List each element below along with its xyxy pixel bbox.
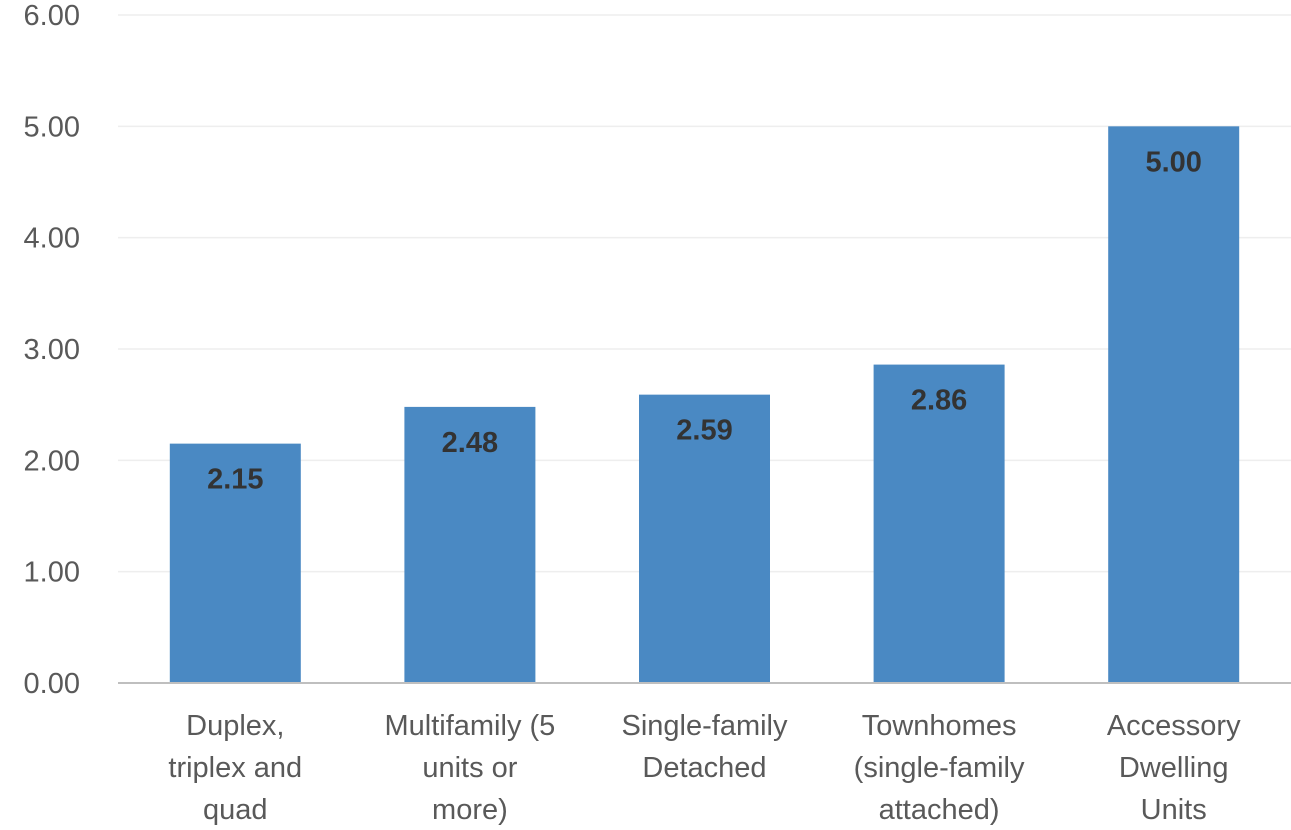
y-tick-label: 4.00 xyxy=(24,223,80,255)
category-label-1-line-3: quad xyxy=(203,794,268,826)
bar-5 xyxy=(1108,126,1240,684)
category-label-4-line-1: Townhomes xyxy=(862,710,1017,742)
bars xyxy=(169,126,1240,684)
category-label-2-line-2: units or xyxy=(422,752,517,784)
category-label-5-line-3: Units xyxy=(1141,794,1207,826)
category-label-2-line-1: Multifamily (5 xyxy=(384,710,555,742)
data-label-4: 2.86 xyxy=(911,385,967,417)
category-label-3-line-2: Detached xyxy=(642,752,766,784)
data-label-2: 2.48 xyxy=(442,427,498,459)
data-label-1: 2.15 xyxy=(207,464,263,496)
y-tick-label: 2.00 xyxy=(24,445,80,477)
category-label-4-line-2: (single-family xyxy=(854,752,1025,784)
x-axis-category-labels: Duplex, triplex and quad Multifamily (5 unit… xyxy=(168,710,1241,826)
data-label-3: 2.59 xyxy=(676,415,732,447)
y-tick-label: 0.00 xyxy=(24,668,80,700)
data-label-5: 5.00 xyxy=(1145,146,1201,178)
gridlines xyxy=(118,14,1291,573)
y-tick-label: 1.00 xyxy=(24,557,80,589)
bar-2 xyxy=(404,406,536,683)
category-label-1-line-2: triplex and xyxy=(168,752,302,784)
category-label-4-line-3: attached) xyxy=(879,794,1000,826)
category-label-3-line-1: Single-family xyxy=(622,710,788,742)
bar-1 xyxy=(169,443,301,683)
y-tick-label: 3.00 xyxy=(24,334,80,366)
data-labels: 2.15 2.48 2.59 2.86 5.00 xyxy=(207,146,1202,495)
bar-3 xyxy=(639,394,770,683)
y-tick-label: 5.00 xyxy=(24,111,80,143)
category-label-5-line-2: Dwelling xyxy=(1119,752,1229,784)
y-axis-tick-labels: 0.00 1.00 2.00 3.00 4.00 5.00 6.00 xyxy=(24,0,80,700)
bar-4 xyxy=(873,364,1005,683)
category-label-2-line-3: more) xyxy=(432,794,508,826)
y-tick-label: 6.00 xyxy=(24,0,80,32)
category-label-1-line-1: Duplex, xyxy=(186,710,284,742)
category-label-5-line-1: Accessory xyxy=(1107,710,1241,742)
